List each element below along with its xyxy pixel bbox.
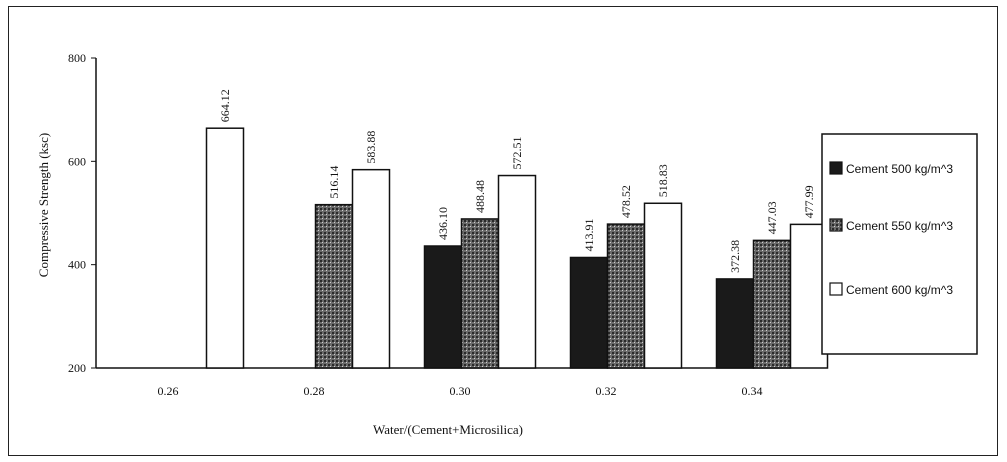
- bar: [423, 245, 463, 369]
- data-label: 516.14: [327, 166, 341, 199]
- bar: [752, 239, 792, 369]
- legend-swatch: [829, 161, 843, 175]
- y-tick-label: 600: [68, 154, 86, 168]
- x-tick-label: 0.30: [450, 384, 471, 398]
- bar: [606, 223, 646, 369]
- bar: [460, 218, 500, 369]
- bar: [497, 174, 537, 369]
- legend-swatch: [829, 218, 843, 232]
- data-label: 477.99: [802, 185, 816, 218]
- y-tick-label: 800: [68, 51, 86, 65]
- data-label: 447.03: [765, 201, 779, 234]
- data-label: 583.88: [364, 131, 378, 164]
- x-tick-label: 0.26: [158, 384, 179, 398]
- legend-box: [821, 133, 978, 355]
- x-tick-label: 0.34: [742, 384, 763, 398]
- y-tick-label: 400: [68, 258, 86, 272]
- legend-swatch: [829, 282, 843, 296]
- legend: Cement 500 kg/m^3 Cement 550 kg/m^3 Cement…: [821, 133, 978, 355]
- y-axis-label: Compressive Strength (ksc): [36, 133, 51, 277]
- data-label: 478.52: [619, 185, 633, 218]
- legend-label: Cement 550 kg/m^3: [846, 219, 953, 233]
- data-label: 664.12: [218, 89, 232, 122]
- bar: [351, 168, 391, 369]
- y-tick-label: 200: [68, 361, 86, 375]
- x-axis-label: Water/(Cement+Microsilica): [373, 422, 523, 437]
- data-label: 436.10: [436, 207, 450, 240]
- legend-label: Cement 500 kg/m^3: [846, 162, 953, 176]
- data-label: 518.83: [656, 164, 670, 197]
- bar: [643, 202, 683, 369]
- data-label: 488.48: [473, 180, 487, 213]
- chart-frame: [8, 6, 998, 456]
- bar: [569, 256, 609, 369]
- data-label: 413.91: [582, 218, 596, 251]
- bar: [314, 203, 354, 369]
- data-label: 372.38: [728, 240, 742, 273]
- x-tick-label: 0.32: [596, 384, 617, 398]
- bar: [205, 127, 245, 369]
- data-label: 572.51: [510, 137, 524, 170]
- plot-area: 200 400 600 800 664.12 0.26 516.14 583.88 0.28 43…: [68, 51, 829, 398]
- bar: [715, 278, 755, 369]
- x-tick-label: 0.28: [304, 384, 325, 398]
- legend-label: Cement 600 kg/m^3: [846, 283, 953, 297]
